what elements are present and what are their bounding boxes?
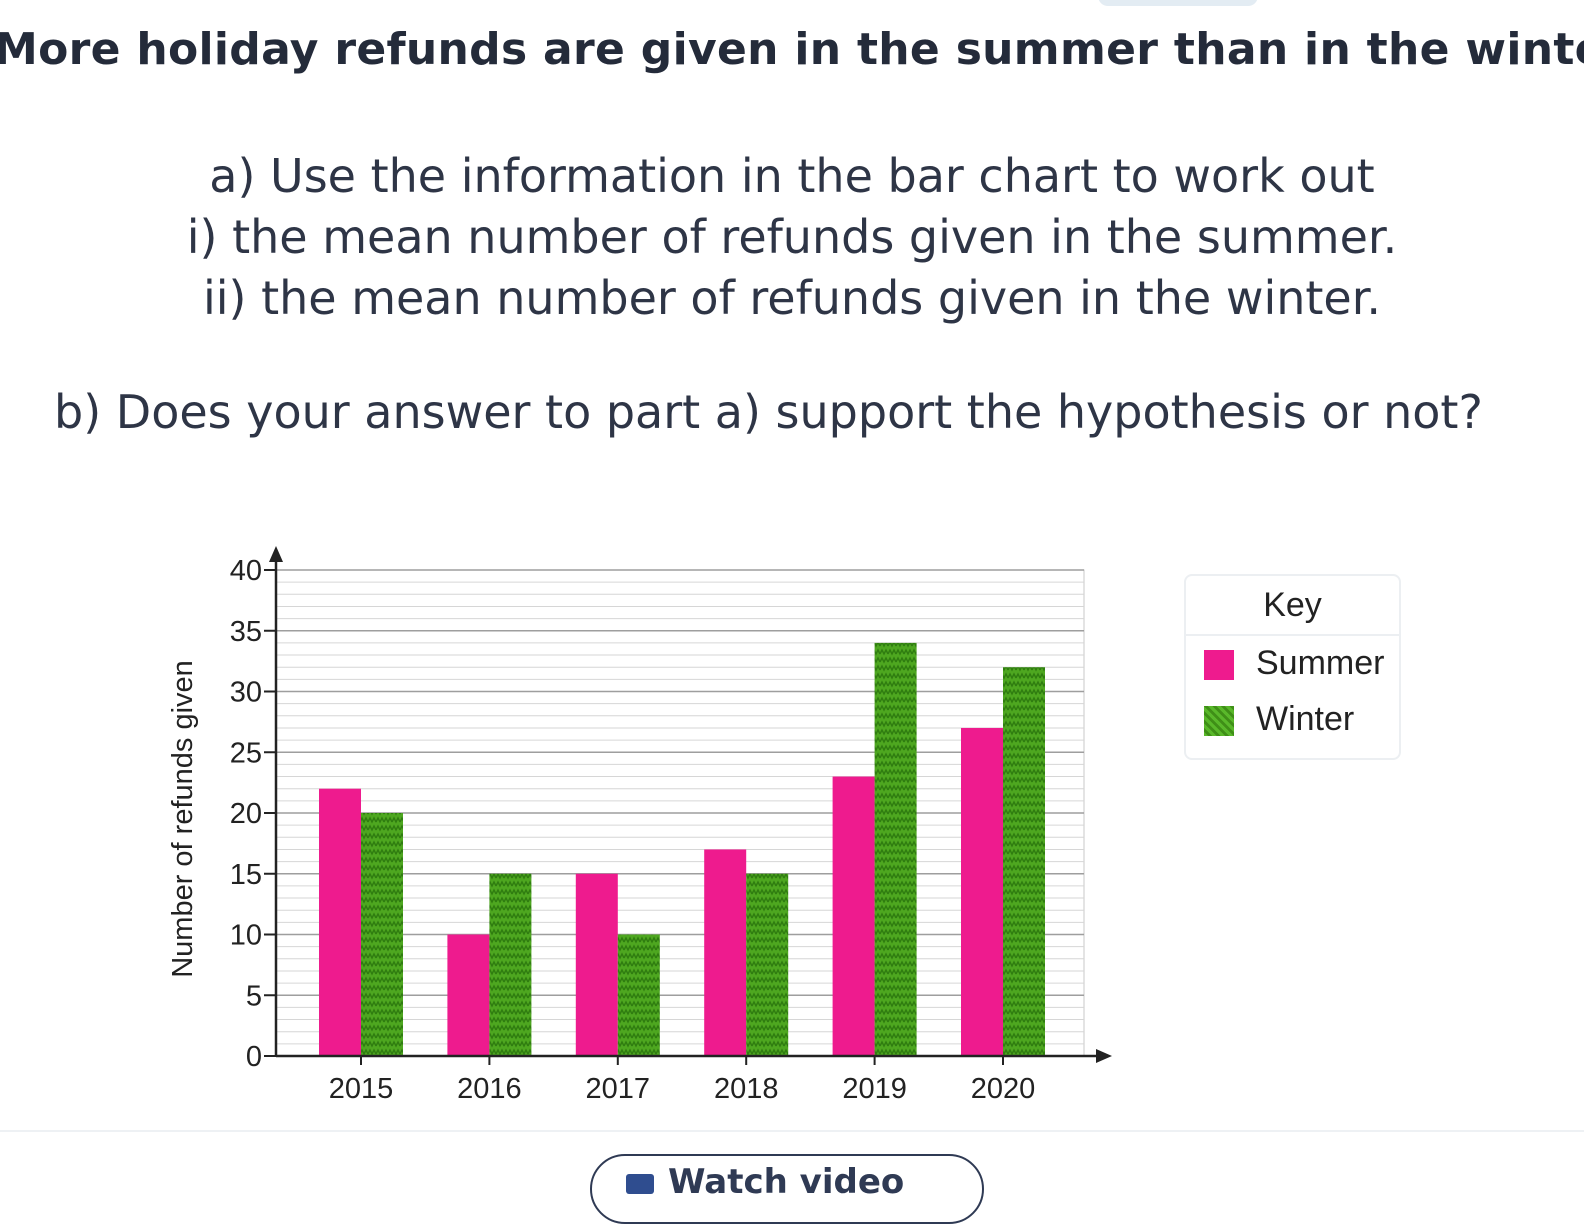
bar-winter-2020 [1003, 667, 1045, 1056]
bar-summer-2016 [447, 934, 490, 1056]
question-a-line-3: ii) the mean number of refunds given in … [202, 271, 1382, 325]
bar-summer-2020 [961, 727, 1003, 1056]
legend-label-summer: Summer [1256, 644, 1385, 682]
chart-legend: Key Summer Winter [1184, 574, 1401, 760]
bar-winter-2018 [746, 873, 789, 1056]
legend-item-summer: Summer [1186, 636, 1399, 692]
bar-winter-2015 [361, 813, 403, 1056]
x-axis-arrow [1096, 1049, 1112, 1063]
y-tick-label: 15 [230, 859, 262, 891]
watch-video-button[interactable]: Watch video [590, 1154, 984, 1224]
divider [0, 1130, 1584, 1132]
y-axis-label: Number of refunds given [167, 660, 199, 978]
y-tick-label: 40 [230, 555, 262, 587]
y-tick-label: 10 [230, 920, 262, 952]
video-camera-icon [626, 1174, 654, 1194]
x-tick-label: 2020 [971, 1073, 1036, 1105]
legend-swatch-summer [1204, 650, 1234, 680]
top-tab [1098, 0, 1258, 6]
hypothesis-heading: More holiday refunds are given in the su… [0, 24, 1584, 75]
legend-swatch-winter [1204, 706, 1234, 736]
bar-summer-2019 [832, 776, 875, 1056]
legend-title: Key [1186, 576, 1399, 636]
bar-summer-2015 [319, 788, 361, 1056]
bar-winter-2016 [489, 873, 532, 1056]
watch-video-label: Watch video [668, 1162, 905, 1202]
question-a-line-2: i) the mean number of refunds given in t… [186, 210, 1398, 264]
x-tick-label: 2016 [457, 1073, 522, 1105]
y-tick-label: 20 [230, 798, 262, 830]
question-b: b) Does your answer to part a) support t… [54, 385, 1483, 439]
y-tick-label: 5 [246, 980, 262, 1012]
x-tick-label: 2015 [329, 1073, 394, 1105]
question-a-line-1: a) Use the information in the bar chart … [209, 149, 1375, 203]
x-tick-label: 2017 [586, 1073, 651, 1105]
legend-item-winter: Winter [1186, 692, 1399, 748]
legend-label-winter: Winter [1256, 700, 1355, 738]
bar-summer-2018 [704, 849, 747, 1056]
y-tick-label: 30 [230, 677, 262, 709]
bar-summer-2017 [575, 873, 618, 1056]
x-tick-label: 2018 [714, 1073, 779, 1105]
bar-chart: 2015 2016 2017 2018 2019 2020 0 5 10 15 20 25 30 35 40… [167, 546, 1112, 1105]
y-tick-label: 35 [230, 616, 262, 648]
question-a: a) Use the information in the bar chart … [0, 146, 1584, 329]
bar-winter-2019 [874, 642, 917, 1056]
y-tick-label: 25 [230, 737, 262, 769]
y-tick-label: 0 [246, 1041, 262, 1073]
bar-winter-2017 [617, 934, 660, 1056]
y-axis-arrow [269, 546, 283, 562]
x-tick-label: 2019 [842, 1073, 907, 1105]
